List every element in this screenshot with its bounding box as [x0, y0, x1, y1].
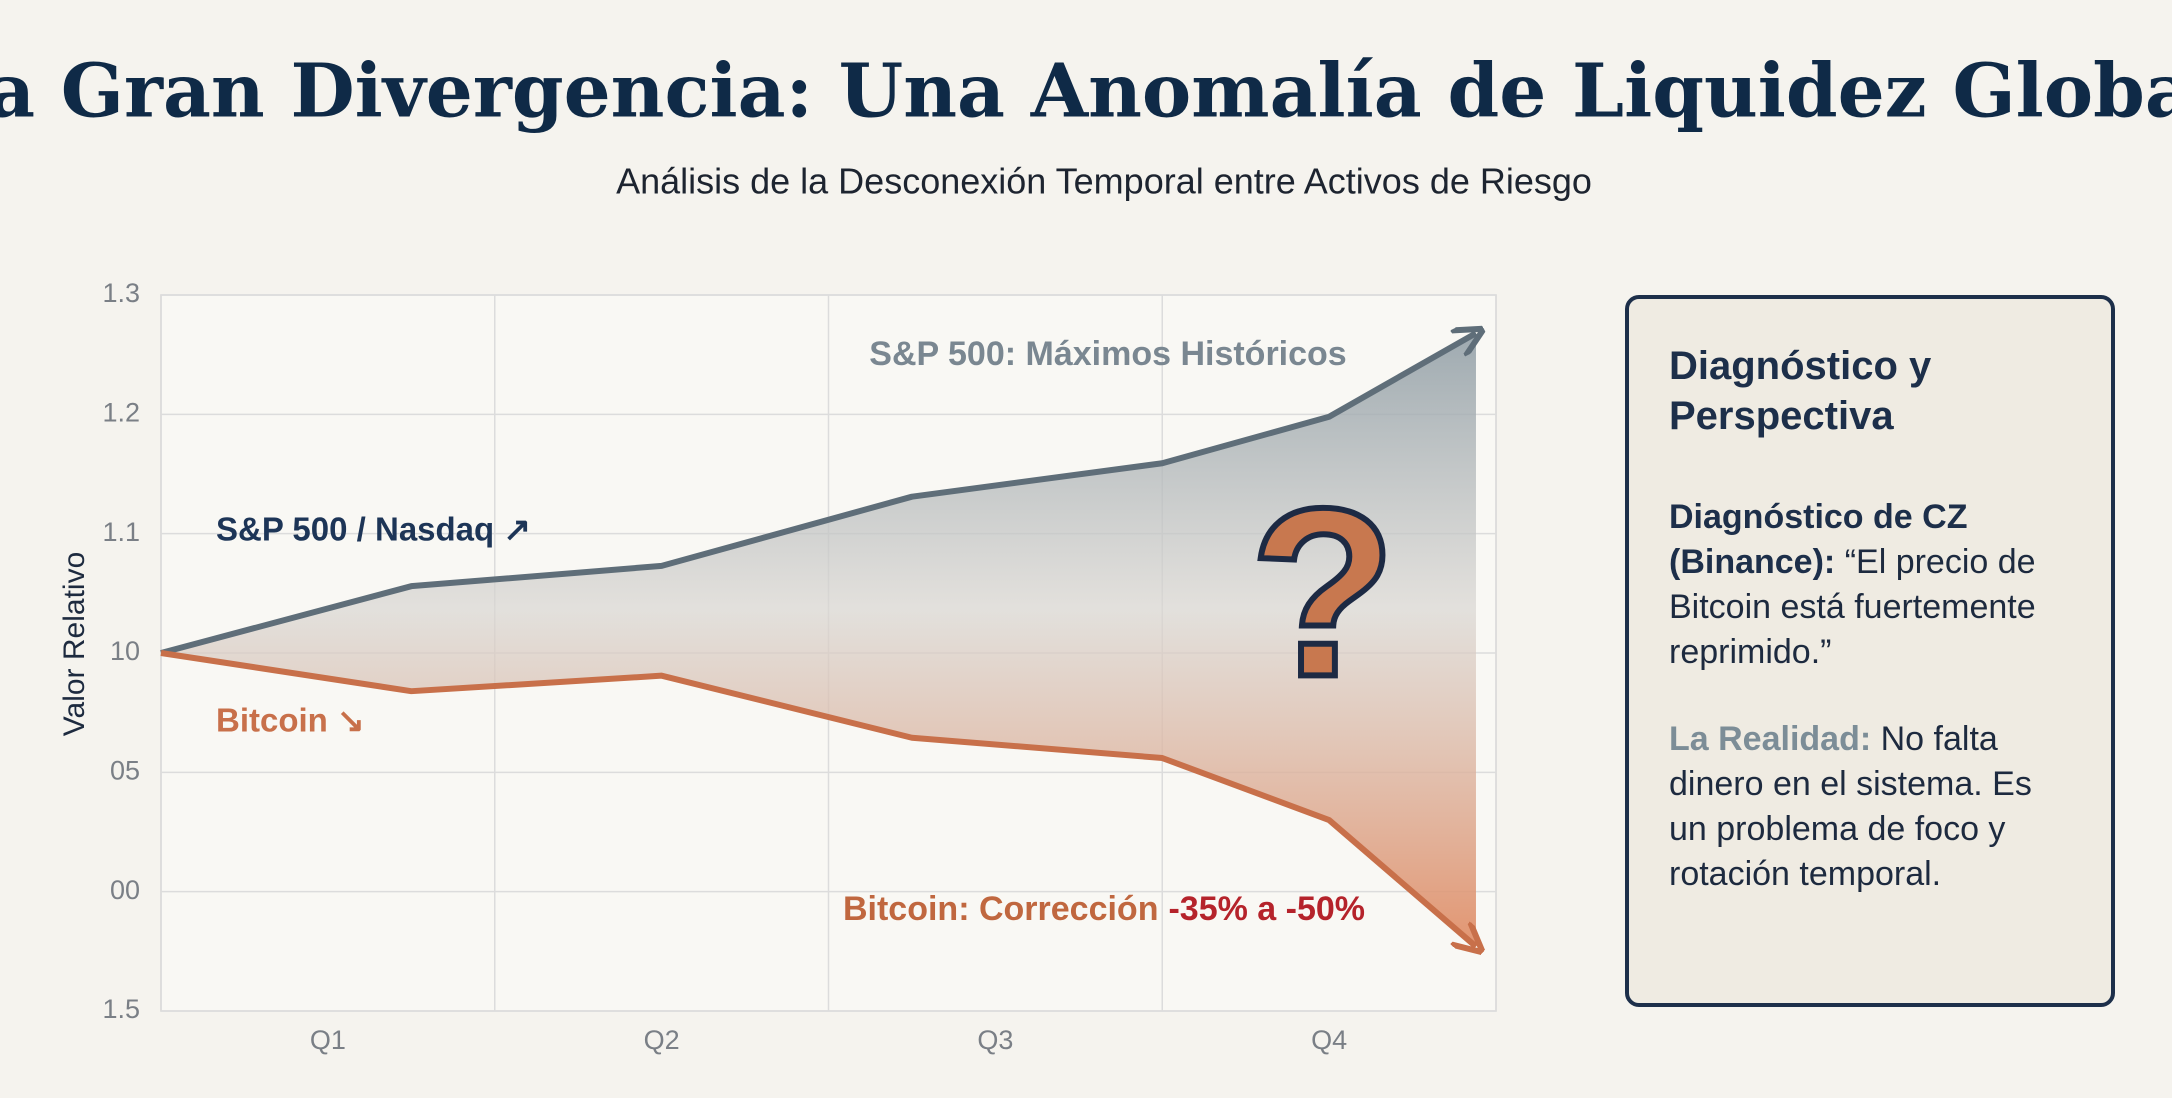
series-label: Bitcoin ↘ — [216, 702, 365, 739]
panel-item: La Realidad: No falta dinero en el siste… — [1669, 717, 2071, 897]
side-panel: Diagnóstico y Perspectiva Diagnóstico de… — [1625, 295, 2115, 1007]
x-tick-label: Q3 — [977, 1025, 1013, 1055]
y-tick-label: 1.5 — [102, 994, 140, 1024]
annotation: Bitcoin: Corrección -35% a -50% — [843, 890, 1365, 928]
y-tick-label: 10 — [110, 636, 140, 666]
question-mark: ? — [1250, 458, 1397, 726]
annotation-highlight: -35% a -50% — [1168, 890, 1365, 928]
y-axis-label: Valor Relativo — [58, 552, 91, 737]
y-tick-label: 1.3 — [102, 278, 140, 308]
series-line — [160, 650, 1476, 947]
chart-title: La Gran Divergencia: Una Anomalía de Liq… — [0, 49, 2172, 135]
x-tick-label: Q4 — [1311, 1025, 1347, 1055]
annotation-text: Bitcoin: Corrección — [843, 890, 1158, 928]
y-tick-label: 05 — [110, 755, 140, 785]
panel-title: Diagnóstico y Perspectiva — [1669, 344, 1932, 438]
annotation: S&P 500: Máximos Históricos — [869, 335, 1346, 373]
series-label: S&P 500 / Nasdaq ↗ — [216, 511, 531, 548]
y-tick-label: 00 — [110, 875, 140, 905]
y-tick-label: 1.1 — [102, 517, 140, 547]
panel-item-text: No falta dinero en el sistema. Es un pro… — [1669, 720, 2032, 893]
panel-item-label: Diagnóstico de CZ (Binance): — [1669, 498, 1968, 581]
divergence-fill — [161, 333, 1476, 947]
x-tick-label: Q2 — [644, 1025, 680, 1055]
panel-item-label: La Realidad: — [1669, 720, 1872, 758]
x-tick-label: Q1 — [310, 1025, 346, 1055]
panel-item: Diagnóstico de CZ (Binance): “El precio … — [1669, 495, 2071, 675]
series-line — [160, 333, 1476, 656]
chart-subtitle: Análisis de la Desconexión Temporal entr… — [616, 161, 1592, 202]
panel-item-text: “El precio de Bitcoin está fuertemente r… — [1669, 543, 2036, 671]
y-tick-label: 1.2 — [102, 397, 140, 427]
